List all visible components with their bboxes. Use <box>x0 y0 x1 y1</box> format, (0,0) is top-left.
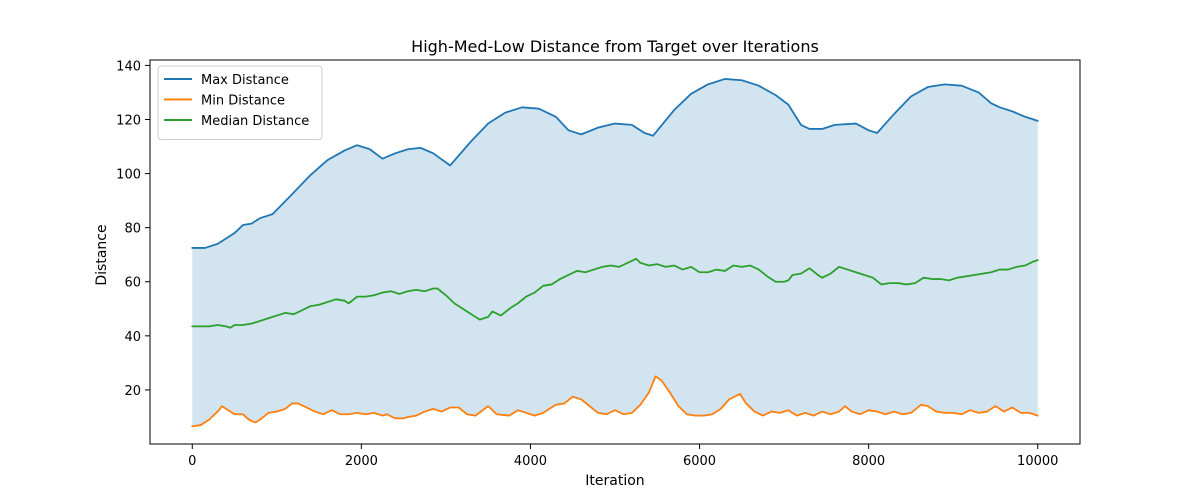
y-tick-label: 60 <box>124 276 141 291</box>
series-line-median-distance <box>191 257 1039 329</box>
axes-layer <box>149 59 1081 445</box>
series-line-max-distance <box>191 78 1039 249</box>
plot-frame <box>149 59 1081 445</box>
legend-label-max-distance: Max Distance <box>201 73 289 88</box>
series-lines-layer <box>191 78 1039 428</box>
y-tick-label: 80 <box>124 222 141 237</box>
x-axis-label: Iteration <box>585 473 644 489</box>
x-tick-label: 2000 <box>345 454 378 469</box>
fill-between-band <box>192 78 1038 427</box>
fill-between-layer <box>192 78 1038 427</box>
ticks-layer: 0 2000 4000 6000 8000 10000 20 40 60 80 100 120 140 <box>116 59 1058 469</box>
legend-box <box>157 65 323 140</box>
x-tick-label: 4000 <box>514 454 547 469</box>
y-tick-label: 40 <box>124 330 141 345</box>
y-tick-label: 140 <box>116 59 141 74</box>
x-tick-label: 10000 <box>1017 454 1058 469</box>
y-tick-label: 20 <box>124 384 141 399</box>
y-axis-label: Distance <box>94 224 110 285</box>
legend: Max Distance Min Distance Median Distance <box>157 65 323 140</box>
legend-label-median-distance: Median Distance <box>201 114 309 129</box>
chart-title: High-Med-Low Distance from Target over I… <box>411 37 819 56</box>
x-tick-label: 6000 <box>683 454 716 469</box>
x-tick-label: 8000 <box>852 454 885 469</box>
y-tick-label: 100 <box>116 168 141 183</box>
y-tick-label: 120 <box>116 113 141 128</box>
series-line-min-distance <box>191 375 1039 428</box>
x-tick-label: 0 <box>188 454 196 469</box>
legend-label-min-distance: Min Distance <box>201 94 285 109</box>
